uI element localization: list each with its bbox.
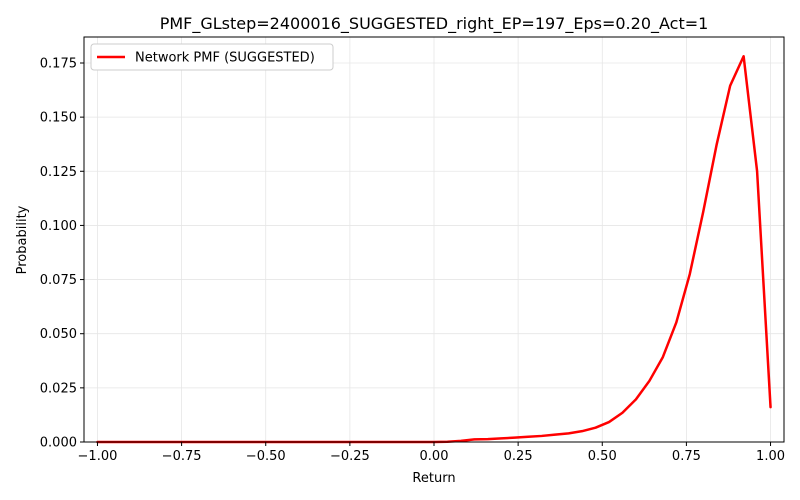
x-tick-label: −1.00 <box>78 449 118 464</box>
legend: Network PMF (SUGGESTED) <box>90 43 334 71</box>
x-tick-label: 0.75 <box>672 449 701 464</box>
legend-box <box>90 43 334 71</box>
x-axis: −1.00 −0.75 −0.50 −0.25 0.00 0.25 0.50 0.75 1.00 <box>78 442 785 464</box>
x-tick-label: 0.50 <box>588 449 617 464</box>
y-axis-label: Probability <box>15 205 30 274</box>
x-tick-label: 0.25 <box>504 449 533 464</box>
chart-title: PMF_GLstep=2400016_SUGGESTED_right_EP=19… <box>160 14 709 34</box>
y-tick-label: 0.025 <box>40 381 77 396</box>
grid-lines <box>84 37 784 443</box>
y-tick-label: 0.000 <box>40 436 77 451</box>
x-tick-label: 0.00 <box>420 449 449 464</box>
y-tick-label: 0.125 <box>40 165 77 180</box>
y-axis: 0.000 0.025 0.050 0.075 0.100 0.125 0.150 0.175 <box>40 56 84 451</box>
y-tick-label: 0.050 <box>40 327 77 342</box>
x-axis-label: Return <box>412 471 455 486</box>
x-tick-label: −0.25 <box>330 449 370 464</box>
y-tick-label: 0.100 <box>40 219 77 234</box>
x-tick-label: −0.75 <box>162 449 202 464</box>
x-tick-label: 1.00 <box>756 449 785 464</box>
y-tick-label: 0.175 <box>40 56 77 71</box>
legend-label: Network PMF (SUGGESTED) <box>135 51 315 66</box>
y-tick-label: 0.150 <box>40 111 77 126</box>
x-tick-label: −0.50 <box>246 449 286 464</box>
y-tick-label: 0.075 <box>40 273 77 288</box>
